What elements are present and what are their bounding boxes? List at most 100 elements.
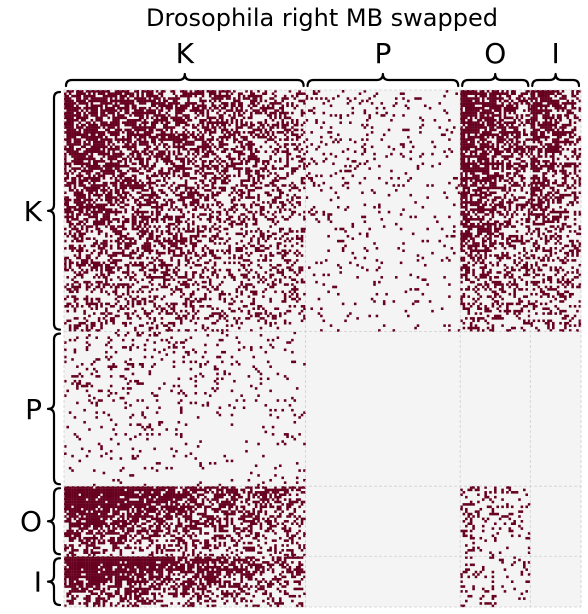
edge-cell <box>281 215 284 219</box>
edge-cell <box>358 92 362 95</box>
edge-cell <box>503 220 507 224</box>
edge-cell <box>78 176 82 180</box>
edge-cell <box>177 230 181 233</box>
edge-cell <box>518 145 521 149</box>
edge-cell <box>556 143 560 146</box>
edge-cell <box>494 104 497 108</box>
edge-cell <box>520 121 524 124</box>
edge-cell <box>138 106 142 110</box>
edge-cell <box>298 164 301 168</box>
edge-cell <box>264 128 268 132</box>
edge-cell <box>269 126 272 129</box>
edge-cell <box>92 201 96 204</box>
edge-cell <box>235 203 239 207</box>
edge-cell <box>230 106 234 110</box>
edge-cell <box>172 133 176 137</box>
edge-cell <box>107 106 111 110</box>
edge-cell <box>489 227 492 231</box>
edge-cell <box>283 208 287 211</box>
edge-cell <box>90 164 94 168</box>
edge-cell <box>537 227 541 231</box>
edge-cell <box>523 92 526 95</box>
edge-cell <box>465 164 468 168</box>
edge-cell <box>196 145 200 149</box>
edge-cell <box>194 102 198 105</box>
edge-cell <box>109 155 113 158</box>
edge-cell <box>233 104 236 108</box>
edge-cell <box>119 232 123 236</box>
edge-cell <box>283 138 287 141</box>
edge-cell <box>148 225 152 228</box>
edge-cell <box>332 97 335 100</box>
edge-cell <box>320 126 323 129</box>
edge-cell <box>469 218 473 221</box>
edge-cell <box>378 164 381 168</box>
edge-cell <box>134 111 137 115</box>
edge-cell <box>182 164 185 168</box>
edge-cell <box>329 131 333 134</box>
edge-cell <box>305 94 309 98</box>
edge-cell <box>513 198 516 202</box>
edge-cell <box>257 126 260 129</box>
edge-cell <box>532 191 536 195</box>
edge-cell <box>233 135 236 139</box>
edge-cell <box>187 196 190 199</box>
edge-cell <box>172 162 176 166</box>
edge-cell <box>146 92 149 95</box>
edge-cell <box>498 123 502 127</box>
edge-cell <box>501 169 504 173</box>
edge-cell <box>68 90 72 93</box>
edge-cell <box>117 179 120 182</box>
edge-cell <box>201 109 205 112</box>
edge-cell <box>109 94 113 98</box>
edge-cell <box>216 138 219 141</box>
edge-cell <box>494 162 497 166</box>
edge-cell <box>397 176 400 180</box>
edge-cell <box>102 147 106 151</box>
edge-cell <box>134 167 137 170</box>
edge-cell <box>109 189 113 192</box>
edge-cell <box>269 205 272 209</box>
edge-cell <box>472 201 475 204</box>
edge-cell <box>266 114 270 117</box>
edge-cell <box>530 92 533 95</box>
edge-cell <box>150 138 154 141</box>
edge-cell <box>271 133 275 137</box>
edge-cell <box>438 126 442 129</box>
edge-cell <box>498 227 502 231</box>
edge-cell <box>259 123 263 127</box>
edge-cell <box>443 191 446 195</box>
edge-cell <box>117 92 120 95</box>
edge-cell <box>78 220 82 224</box>
edge-cell <box>102 140 106 144</box>
edge-cell <box>549 123 553 127</box>
edge-cell <box>573 164 577 168</box>
edge-cell <box>554 150 557 153</box>
edge-cell <box>496 220 500 224</box>
edge-cell <box>213 99 217 103</box>
edge-cell <box>150 152 154 156</box>
edge-cell <box>513 225 516 228</box>
edge-cell <box>240 162 243 166</box>
edge-cell <box>134 157 137 161</box>
edge-cell <box>494 227 497 231</box>
edge-cell <box>515 150 519 153</box>
edge-cell <box>221 181 224 185</box>
edge-cell <box>184 138 188 141</box>
edge-cell <box>223 208 227 211</box>
edge-cell <box>532 140 536 144</box>
edge-cell <box>126 143 130 146</box>
edge-cell <box>496 152 500 156</box>
edge-cell <box>469 179 473 182</box>
edge-cell <box>477 147 480 151</box>
edge-cell <box>465 181 468 185</box>
edge-cell <box>329 114 333 117</box>
edge-cell <box>194 126 198 129</box>
edge-cell <box>109 160 113 163</box>
edge-cell <box>90 210 94 214</box>
edge-cell <box>472 169 475 173</box>
edge-cell <box>486 121 490 124</box>
edge-cell <box>474 102 478 105</box>
edge-cell <box>361 152 364 156</box>
edge-cell <box>136 131 140 134</box>
